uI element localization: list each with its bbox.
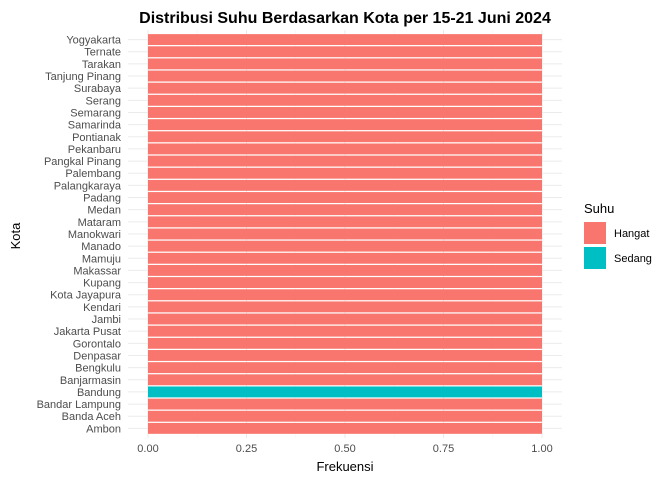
bar-hangat-padang [148,192,542,203]
bar-hangat-pontianak [148,131,542,143]
y-tick-label: Bandar Lampung [37,399,121,411]
y-tick-label: Tarakan [82,59,121,71]
bar-hangat-manokwari [148,228,542,240]
y-tick-label: Kupang [83,278,121,290]
y-tick-label: Jakarta Pusat [54,326,121,338]
bar-hangat-semarang [148,107,542,118]
x-tick-label: 0.25 [236,443,257,455]
legend-key-sedang [584,247,606,269]
y-tick-label: Samarinda [68,120,122,132]
bar-hangat-banda-aceh [148,410,542,422]
bar-hangat-mataram [148,216,542,228]
bar-hangat-kupang [148,277,542,289]
y-tick-label: Makassar [73,265,121,277]
y-tick-label: Serang [86,95,121,107]
bar-hangat-bengkulu [148,362,542,374]
legend-label-hangat: Hangat [614,228,649,240]
y-tick-label: Gorontalo [73,338,121,350]
bar-hangat-yogyakarta [148,34,542,46]
x-tick-label: 0.50 [334,443,355,455]
bar-hangat-samarinda [148,119,542,131]
legend-label-sedang: Sedang [614,253,652,265]
y-tick-label: Mamuju [82,253,121,265]
y-tick-label: Banjarmasin [60,375,121,387]
bar-hangat-pekanbaru [148,143,542,155]
y-tick-label: Semarang [70,107,121,119]
y-tick-label: Yogyakarta [66,35,122,47]
y-tick-label: Kendari [83,302,121,314]
y-tick-label: Manokwari [68,229,121,241]
bar-hangat-gorontalo [148,337,542,349]
y-tick-label: Tanjung Pinang [45,71,121,83]
y-tick-label: Surabaya [74,83,122,95]
y-tick-label: Medan [87,205,121,217]
bar-hangat-banjarmasin [148,374,542,386]
bar-hangat-bandar-lampung [148,398,542,410]
y-tick-label: Jambi [92,314,121,326]
bar-hangat-palangkaraya [148,179,542,191]
y-tick-label: Ternate [84,47,121,59]
x-axis-title: Frekuensi [316,459,373,474]
y-tick-label: Palangkaraya [54,180,122,192]
y-tick-label: Padang [83,193,121,205]
bar-hangat-medan [148,204,542,216]
bar-hangat-ternate [148,46,542,58]
y-tick-label: Pontianak [72,132,121,144]
bar-hangat-jakarta-pusat [148,325,542,337]
bar-hangat-tanjung-pinang [148,70,542,82]
y-tick-label: Banda Aceh [62,411,121,423]
bar-hangat-denpasar [148,350,542,361]
y-tick-label: Pekanbaru [68,144,121,156]
y-tick-label: Ambon [86,423,121,435]
bar-hangat-ambon [148,422,542,434]
legend: Suhu Hangat Sedang [584,201,652,269]
legend-key-hangat [584,222,606,244]
y-tick-label: Bengkulu [75,363,121,375]
bar-sedang-bandung [148,386,542,398]
chart-title: Distribusi Suhu Berdasarkan Kota per 15-… [139,10,551,27]
bar-hangat-palembang [148,167,542,179]
y-tick-label: Manado [81,241,121,253]
bar-hangat-serang [148,94,542,106]
y-tick-label: Mataram [78,217,121,229]
y-axis-title: Kota [8,222,23,250]
bar-hangat-kendari [148,301,542,313]
y-tick-label: Bandung [77,387,121,399]
y-tick-label: Denpasar [73,350,121,362]
y-tick-label: Pangkal Pinang [44,156,121,168]
bar-hangat-surabaya [148,82,542,94]
y-tick-label: Palembang [65,168,121,180]
legend-title: Suhu [584,201,614,216]
bar-hangat-pangkal-pinang [148,155,542,167]
bar-hangat-makassar [148,264,542,276]
bar-hangat-tarakan [148,58,542,70]
bars [148,34,542,434]
x-tick-label: 1.00 [531,443,552,455]
x-tick-label: 0.00 [137,443,158,455]
x-tick-labels: 0.00 0.25 0.50 0.75 1.00 [137,443,552,455]
bar-hangat-jambi [148,313,542,325]
y-tick-label: Kota Jayapura [50,290,122,302]
bar-hangat-kota-jayapura [148,289,542,301]
bar-hangat-mamuju [148,252,542,264]
x-tick-label: 0.75 [433,443,454,455]
bar-hangat-manado [148,240,542,252]
